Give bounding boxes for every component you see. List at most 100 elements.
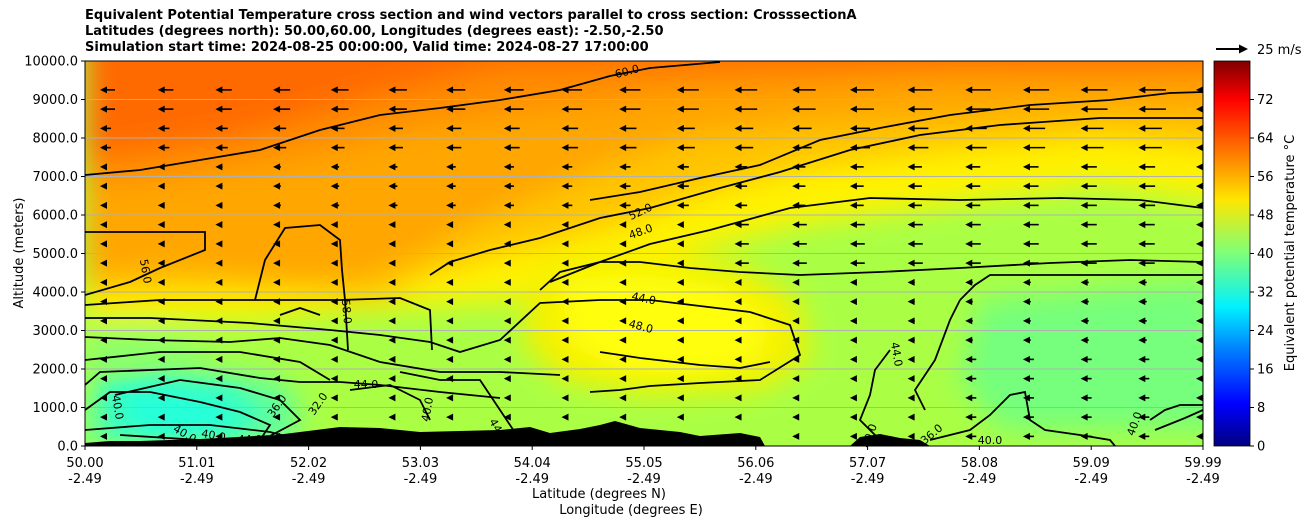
wind-vectors [100,86,1203,440]
wind-vector-arrow [388,144,403,152]
wind-vector-arrow [965,240,981,248]
wind-vector-arrow [215,298,223,306]
y-tick-label: 9000.0 [33,93,79,108]
wind-vector-arrow [849,298,857,306]
wind-vector-arrow [330,182,340,190]
wind-vector-arrow [100,298,107,306]
wind-vector-arrow [561,240,569,248]
wind-vector-arrow [157,163,165,171]
y-axis-label: Altitude (meters) [12,198,27,309]
quiver-key: 25 m/s [1216,43,1302,58]
wind-vector-arrow [1196,298,1203,306]
wind-vector-arrow [907,124,929,132]
wind-vector-arrow [1022,375,1034,383]
x-tick-label-latitude: 53.03 [402,456,439,471]
x-axis: 50.00-2.4951.01-2.4952.02-2.4953.03-2.49… [66,446,1222,487]
wind-vector-arrow [388,163,398,171]
wind-vector-arrow [561,86,583,94]
wind-vector-arrow [849,163,864,171]
wind-vector-arrow [1022,298,1031,306]
wind-vector-arrow [792,278,800,286]
x-axis-label-latitude: Latitude (degrees N) [532,487,666,502]
wind-vector-arrow [1138,278,1147,286]
wind-vector-arrow [619,278,627,286]
wind-vector-arrow [215,355,223,363]
wind-vector-arrow [388,221,396,229]
wind-vector-arrow [965,413,977,421]
wind-vector-arrow [100,336,107,344]
quiver-key-label: 25 m/s [1257,43,1302,58]
wind-vector-arrow [734,432,742,440]
wind-vector-arrow [157,144,170,152]
wind-vector-arrow [619,182,631,190]
wind-vector-arrow [561,105,583,113]
wind-vector-arrow [676,355,684,363]
wind-vector-arrow [849,336,857,344]
wind-vector-arrow [619,298,627,306]
wind-vector-arrow [1080,394,1092,402]
wind-vector-arrow [157,375,165,383]
wind-vector-arrow [503,394,511,402]
wind-vector-arrow [907,394,915,402]
wind-vector-arrow [330,201,340,209]
wind-vector-arrow [1022,201,1039,209]
x-tick-label-latitude: 52.02 [290,456,327,471]
wind-vector-arrow [792,317,800,325]
contour-label: 44.0 [888,341,905,367]
colorbar-tick-label: 64 [1257,132,1274,147]
wind-vector-arrow [215,105,232,113]
wind-vector-arrow [1022,413,1034,421]
wind-vector-arrow [907,413,915,421]
wind-vector-arrow [503,278,511,286]
terrain-north [850,434,930,446]
wind-vector-arrow [157,182,165,190]
wind-vector-arrow [1138,144,1162,152]
contour-label: 44.0 [630,290,657,308]
x-tick-label-longitude: -2.49 [515,472,549,487]
wind-vector-arrow [330,317,338,325]
contour-lines [85,61,1203,446]
contour-label: 44.0 [238,433,263,446]
wind-vector-arrow [792,105,816,113]
wind-vector-arrow [676,336,684,344]
wind-vector-arrow [1022,86,1050,94]
wind-vector-arrow [734,259,749,267]
contour-label: 44.0 [354,378,379,391]
wind-vector-arrow [619,355,627,363]
wind-vector-arrow [215,317,223,325]
wind-vector-arrow [1080,355,1092,363]
wind-vector-arrow [965,278,973,286]
wind-vector-arrow [215,221,223,229]
wind-vector-arrow [388,86,407,94]
wind-vector-arrow [619,144,637,152]
wind-vector-arrow [1138,317,1147,325]
colorbar-label: Equivalent potential temperature °C [1283,135,1298,371]
wind-vector-arrow [907,163,922,171]
wind-vector-arrow [157,201,165,209]
colorbar-tick-label: 0 [1257,440,1265,455]
y-tick-label: 5000.0 [33,247,79,262]
wind-vector-arrow [676,394,684,402]
wind-vector-arrow [273,355,281,363]
wind-vector-arrow [965,144,987,152]
wind-vector-arrow [273,144,287,152]
wind-vector-arrow [446,298,454,306]
wind-vector-arrow [157,240,165,248]
wind-vector-arrow [1196,86,1203,94]
wind-vector-arrow [792,182,806,190]
wind-vector-arrow [561,336,569,344]
wind-vector-arrow [503,317,511,325]
wind-vector-arrow [330,278,338,286]
wind-vector-arrow [965,182,981,190]
wind-vector-arrow [734,413,742,421]
wind-vector-arrow [446,259,454,267]
wind-vector-arrow [561,432,569,440]
wind-vector-arrow [273,413,281,421]
wind-vector-arrow [907,86,933,94]
wind-vector-arrow [619,86,641,94]
wind-vector-arrow [849,105,874,113]
wind-vector-arrow [273,278,281,286]
wind-vector-arrow [561,413,569,421]
wind-vector-arrow [907,278,915,286]
wind-vector-arrow [1080,221,1097,229]
